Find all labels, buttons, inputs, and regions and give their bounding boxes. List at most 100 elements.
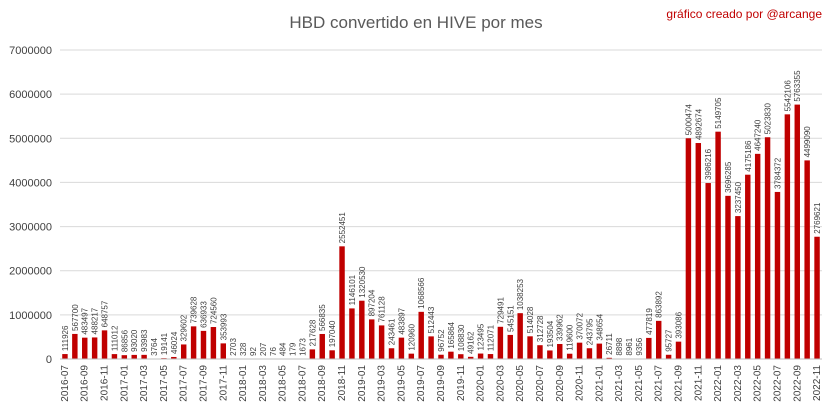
bar [754,153,761,359]
bar [477,353,484,359]
data-label: 3784372 [773,157,782,189]
x-tick-label: 2016-09 [80,365,91,402]
data-label: 724560 [209,297,218,324]
bar [141,354,147,359]
x-tick-label: 2019-11 [456,365,467,401]
bar [745,174,751,359]
data-label: 2552451 [338,212,347,244]
data-label: 4175186 [744,140,753,172]
x-tick-label: 2018-09 [317,365,328,402]
data-label: 120960 [407,323,416,350]
bar [220,343,227,359]
data-label: 312728 [536,315,545,342]
bar [309,349,316,359]
y-tick-label: 3000000 [9,222,52,234]
bar [705,183,711,359]
bar [537,345,543,359]
data-label: 863892 [655,291,664,318]
x-tick-label: 2022-07 [772,365,783,402]
bar [91,337,98,359]
x-tick-label: 2017-05 [159,365,170,402]
x-axis-ticks: 2016-07 2016-09 2016-11 2017-01 2017-03 2017-… [60,365,823,402]
data-label: 92 [249,347,258,356]
data-label: 1673 [298,338,307,356]
data-label: 111926 [61,325,70,351]
data-label: 353993 [219,313,228,340]
data-label: 46024 [170,331,179,354]
bar [378,325,385,359]
x-tick-label: 2016-07 [60,365,71,402]
x-tick-label: 2020-11 [575,365,586,401]
data-label: 739628 [190,296,199,323]
bar [418,311,424,359]
x-tick-label: 2020-05 [515,365,526,402]
bar [527,336,533,359]
bar [547,350,553,359]
data-label: 393086 [675,311,684,338]
y-tick-label: 1000000 [9,310,52,322]
bar [794,104,800,359]
data-label: 86856 [120,329,129,352]
data-label: 348654 [595,313,604,340]
x-tick-label: 2018-07 [297,365,308,402]
bar [517,313,523,359]
data-label: 729491 [496,297,505,324]
bar [675,341,682,359]
data-label: 4647240 [754,119,763,151]
bar [171,356,177,359]
y-tick-label: 7000000 [9,45,52,57]
data-label: 5542106 [783,80,792,112]
data-label: 483497 [81,307,90,334]
bar [190,326,197,359]
data-label: 76 [269,347,278,356]
data-label: 477819 [645,308,654,335]
data-label: 197040 [328,320,337,347]
bar [438,354,444,359]
data-label: 19141 [160,332,169,355]
data-label: 514028 [526,306,535,333]
bar [349,308,355,359]
bar [507,334,513,359]
x-tick-label: 2017-07 [179,365,190,402]
bar [408,353,415,359]
bar [369,319,375,359]
data-label: 26711 [605,333,614,355]
data-label: 108830 [457,324,466,351]
bar [62,354,68,359]
data-label: 512443 [427,306,436,333]
data-label: 1146101 [348,274,357,305]
bar [82,337,88,359]
data-label: 370072 [576,312,585,339]
y-tick-label: 5000000 [9,133,52,145]
x-tick-label: 2021-03 [614,365,625,402]
x-tick-label: 2020-09 [555,365,566,402]
bar [774,191,781,359]
bar [685,138,692,359]
bar [784,114,791,359]
x-tick-label: 2017-01 [119,365,130,402]
x-tick-label: 2022-03 [733,365,744,402]
data-label: 2703 [229,338,238,356]
x-tick-label: 2018-03 [258,365,269,402]
data-label: 111012 [110,325,119,351]
data-label: 484 [279,342,288,356]
bar [180,344,187,359]
data-label: 3237450 [734,181,743,213]
data-label: 5000474 [684,104,693,136]
x-tick-label: 2019-03 [377,365,388,402]
x-tick-label: 2022-11 [812,365,823,401]
data-label: 648757 [101,300,110,327]
x-tick-label: 2018-01 [238,365,249,402]
data-label: 545151 [506,305,515,332]
bar [101,330,108,359]
bar [814,236,820,359]
data-label: 93020 [130,329,139,352]
data-label: 217628 [308,319,317,346]
bar [695,143,702,359]
bar [764,137,771,359]
data-label: 5763355 [793,70,802,102]
x-tick-label: 2022-05 [753,365,764,402]
bar [646,337,652,359]
data-label: 1068566 [417,277,426,309]
data-label: 243461 [388,318,397,345]
